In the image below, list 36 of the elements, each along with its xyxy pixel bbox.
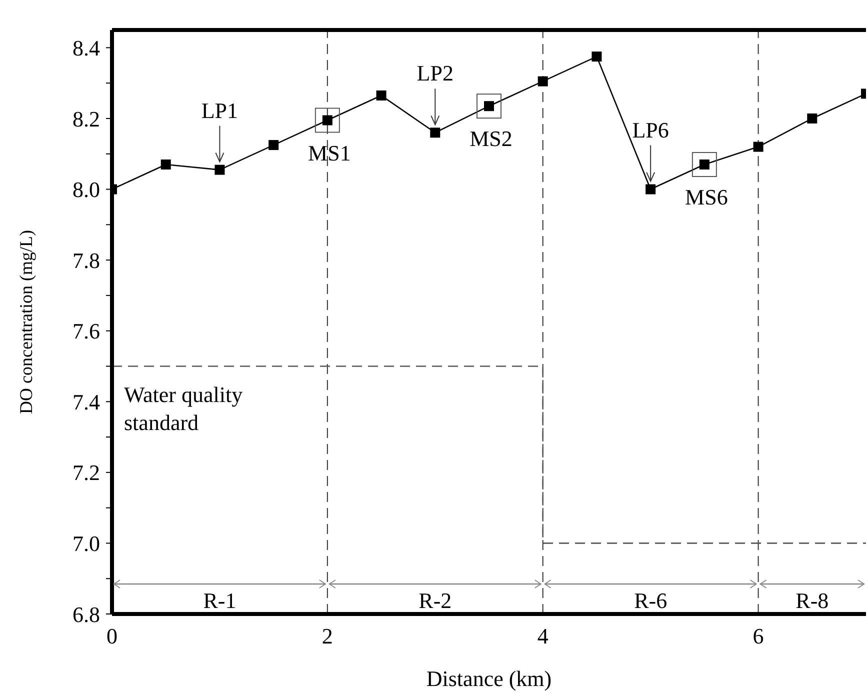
point xyxy=(807,113,818,124)
x-tick-label: 6 xyxy=(752,624,764,649)
point xyxy=(753,142,764,152)
annotation: LP2 xyxy=(416,60,454,86)
annotation: R-2 xyxy=(418,588,452,613)
annotation: LP1 xyxy=(201,98,238,123)
y-tick-label: 7.8 xyxy=(72,248,100,273)
annotation: Water quality standard xyxy=(124,382,243,436)
annotation: LP6 xyxy=(632,117,669,142)
annotation: MS2 xyxy=(470,126,512,152)
x-tick-label: 2 xyxy=(322,624,333,649)
point xyxy=(646,184,656,194)
y-tick-label: 8.4 xyxy=(72,36,100,61)
point xyxy=(214,164,225,175)
y-tick-label: 6.8 xyxy=(72,602,100,627)
x-tick-label: 4 xyxy=(537,624,548,649)
point xyxy=(592,52,602,62)
x-tick-label: 0 xyxy=(106,624,118,649)
y-tick-label: 8.0 xyxy=(72,177,100,202)
x-axis-title: Distance (km) xyxy=(426,666,552,691)
point xyxy=(538,76,548,86)
y-tick-label: 8.2 xyxy=(72,106,100,132)
point xyxy=(160,159,171,170)
point xyxy=(376,90,386,100)
annotation: R-8 xyxy=(796,588,829,613)
annotation: MS1 xyxy=(308,140,351,166)
y-axis-title: DO concentration (mg/L) xyxy=(16,230,36,414)
annotation: R-6 xyxy=(634,588,668,613)
y-tick-label: 7.2 xyxy=(72,460,100,486)
y-tick-label: 7.6 xyxy=(72,318,100,344)
y-tick-label: 7.4 xyxy=(72,389,100,414)
y-tick-label: 7.0 xyxy=(72,531,100,556)
annotation: R-1 xyxy=(203,588,236,613)
point xyxy=(268,140,279,150)
annotation: MS6 xyxy=(685,184,728,210)
point xyxy=(430,128,440,138)
